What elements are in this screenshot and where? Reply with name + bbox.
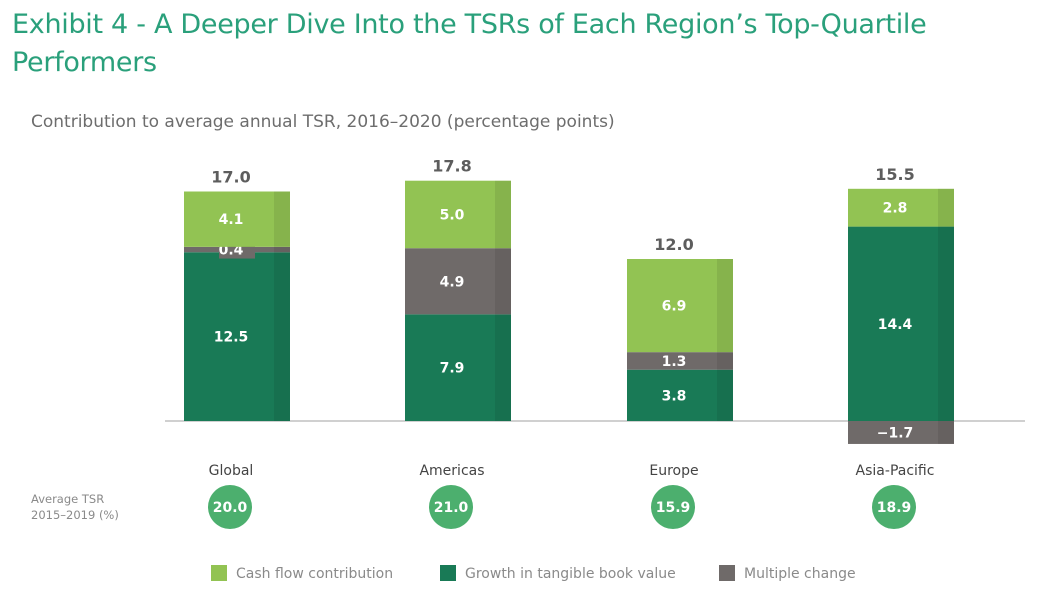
value-label: 3.8	[662, 388, 687, 404]
category-label: Asia-Pacific	[856, 463, 935, 479]
value-label: 2.8	[883, 201, 908, 217]
value-label: 14.4	[878, 317, 913, 333]
category-label: Americas	[419, 463, 484, 479]
average-tsr-circle	[208, 485, 252, 529]
total-label: 17.8	[432, 157, 471, 176]
bar-segment	[627, 259, 733, 353]
average-tsr-label-line2: 2015–2019 (%)	[31, 508, 119, 522]
bar-segment-shade	[274, 191, 290, 247]
bar-segment	[405, 314, 511, 421]
bar-segment	[848, 188, 954, 227]
average-tsr-value: 21.0	[434, 500, 469, 516]
average-tsr-value: 20.0	[213, 500, 248, 516]
total-label: 15.5	[875, 165, 914, 184]
bar-segment-shade	[495, 314, 511, 421]
bar-segment-shade	[274, 246, 290, 253]
average-tsr-value: 15.9	[656, 500, 691, 516]
bar-segment	[627, 369, 733, 421]
value-label: 12.5	[214, 330, 249, 346]
bar-segment-shade	[495, 248, 511, 315]
chart-title: Exhibit 4 - A Deeper Dive Into the TSRs …	[12, 9, 927, 78]
legend-label: Cash flow contribution	[236, 566, 393, 582]
value-label: −1.7	[877, 425, 914, 441]
average-tsr-circle	[651, 485, 695, 529]
bar-segment-shade	[495, 180, 511, 249]
legend-label: Multiple change	[744, 566, 856, 582]
category-label: Global	[209, 463, 254, 479]
average-tsr-circle	[872, 485, 916, 529]
bar-segment-shade	[717, 369, 733, 421]
bar-segment-shade	[938, 188, 954, 227]
legend-label: Growth in tangible book value	[465, 566, 676, 582]
chart-subtitle: Contribution to average annual TSR, 2016…	[31, 112, 615, 132]
bar-segment	[848, 421, 954, 444]
legend-swatch	[719, 565, 735, 581]
average-tsr-value: 18.9	[877, 500, 912, 516]
average-tsr-label: Average TSR 2015–2019 (%)	[31, 491, 119, 523]
value-label: 1.3	[662, 354, 687, 370]
value-label: 4.1	[219, 212, 244, 228]
bar-segment-shade	[938, 226, 954, 421]
total-label: 17.0	[211, 168, 250, 187]
bar-segment	[848, 226, 954, 421]
legend-swatch	[440, 565, 456, 581]
legend-swatch	[211, 565, 227, 581]
bar-segment-shade	[717, 352, 733, 370]
bar-segment-shade	[717, 259, 733, 353]
bar-segment-shade	[938, 421, 954, 444]
bar-segment	[184, 252, 290, 421]
bar-segment	[405, 180, 511, 249]
value-label: 4.9	[440, 274, 465, 290]
average-tsr-label-line1: Average TSR	[31, 492, 105, 506]
bar-segment	[627, 352, 733, 370]
average-tsr-circle	[429, 485, 473, 529]
total-label: 12.0	[654, 235, 693, 254]
value-label: 6.9	[662, 299, 687, 315]
value-label: 7.9	[440, 361, 465, 377]
bar-segment	[184, 191, 290, 247]
value-label: 5.0	[440, 207, 465, 223]
bar-segment-shade	[274, 252, 290, 421]
bar-segment	[405, 248, 511, 315]
category-label: Europe	[649, 463, 698, 479]
